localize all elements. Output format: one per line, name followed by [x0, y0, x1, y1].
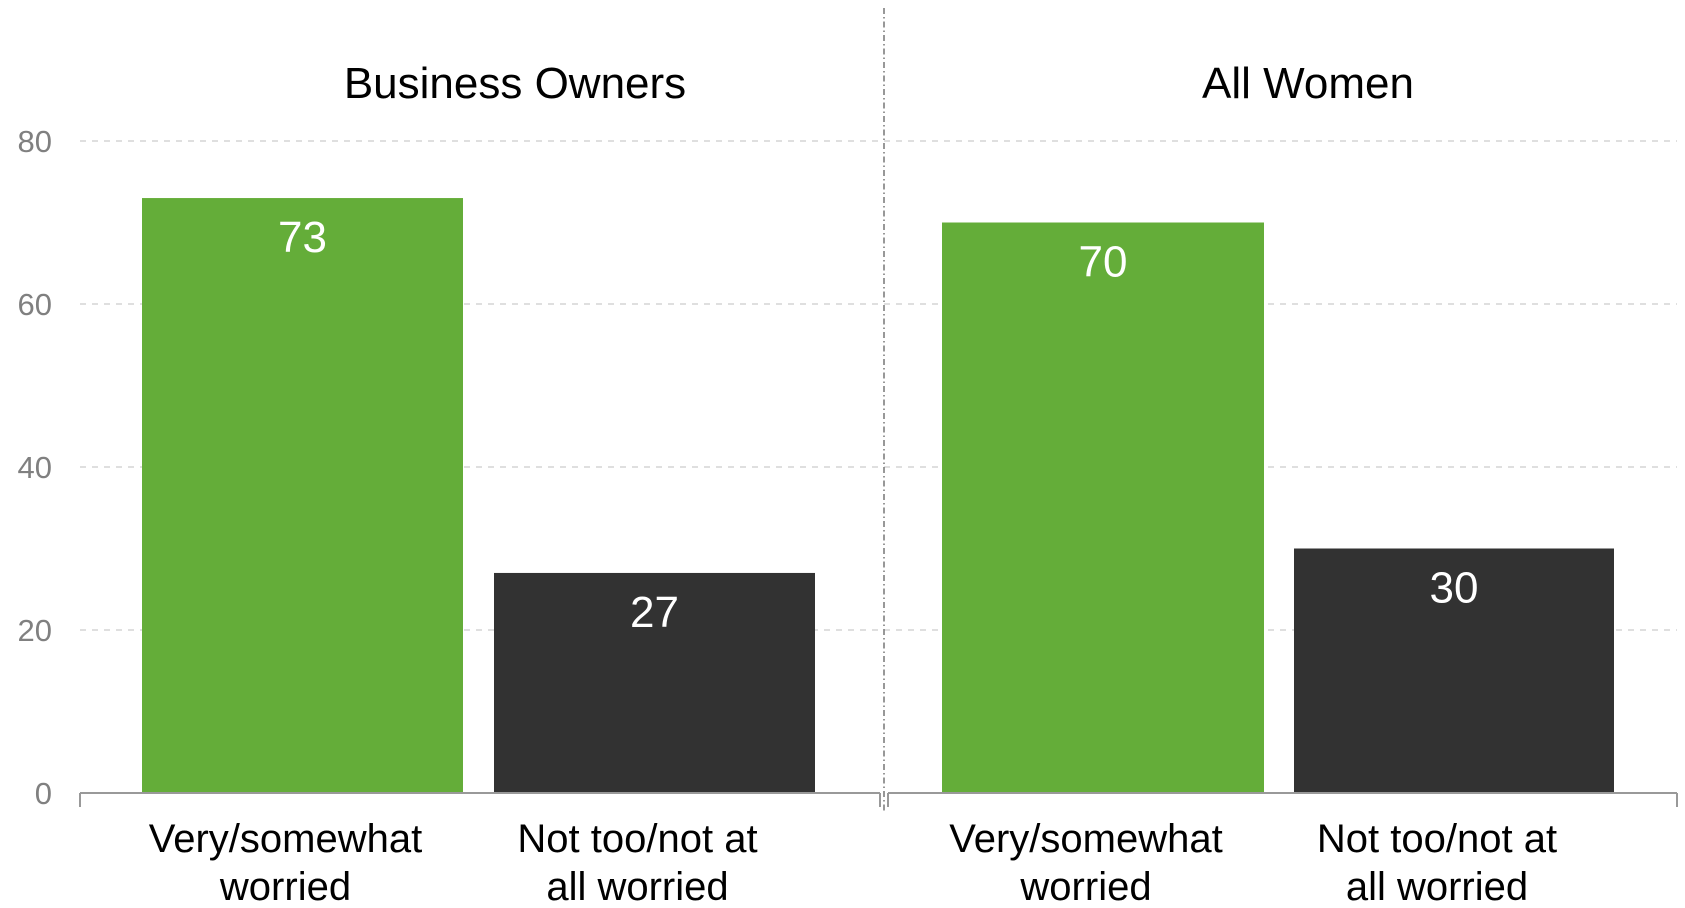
y-tick-label: 80: [18, 124, 52, 159]
bar-business-owners-worried: [142, 198, 463, 794]
x-tick-label: Not too/not at: [1317, 817, 1557, 861]
bar-value-label: 70: [1079, 238, 1128, 287]
bar-business-owners-not-worried: [494, 572, 815, 793]
y-tick-label: 40: [18, 450, 52, 485]
bar-all-women-worried: [942, 222, 1264, 793]
y-tick-label: 0: [35, 776, 52, 811]
bar-all-women-not-worried: [1294, 548, 1614, 793]
panel-title-business-owners: Business Owners: [344, 59, 686, 108]
x-tick-label: Very/somewhat: [149, 817, 422, 861]
bar-value-label: 27: [630, 588, 679, 637]
bar-value-label: 73: [278, 213, 327, 262]
panel-title-all-women: All Women: [1202, 59, 1414, 108]
labels: Business Owners All Women 0 20 40 60 80 73 Ver…: [18, 59, 1558, 908]
x-tick-label: Not too/not at: [517, 817, 757, 861]
bars: [142, 198, 1614, 794]
x-tick-label: Very/somewhat: [949, 817, 1222, 861]
x-tick-label: all worried: [546, 865, 728, 908]
x-tick-label: all worried: [1346, 865, 1528, 908]
y-tick-label: 60: [18, 287, 52, 322]
x-tick-label: worried: [1019, 865, 1151, 908]
axes: [79, 8, 1678, 812]
x-tick-label: worried: [219, 865, 351, 908]
bar-value-label: 30: [1430, 564, 1479, 613]
y-tick-label: 20: [18, 613, 52, 648]
